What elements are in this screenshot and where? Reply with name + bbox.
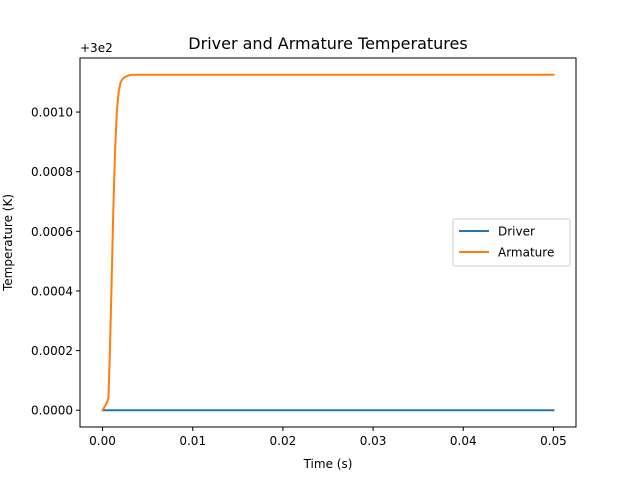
x-tick-label: 0.05 [540, 434, 567, 448]
y-tick-label: 0.0004 [31, 284, 73, 298]
x-tick-label: 0.04 [450, 434, 477, 448]
series-lines [101, 73, 555, 412]
x-axis-label: Time (s) [303, 457, 353, 471]
legend: Driver Armature [452, 218, 571, 267]
y-tick-label: 0.0010 [31, 106, 73, 120]
y-offset-label: +3e2 [80, 41, 113, 55]
x-tick-label: 0.02 [270, 434, 297, 448]
axis-ticks: 0.00 0.01 0.02 0.03 0.04 0.05 0.0000 0.0002 0.00… [31, 106, 567, 448]
y-tick-label: 0.0002 [31, 344, 73, 358]
legend-label-armature: Armature [498, 246, 554, 260]
series-line-armature [101, 73, 555, 412]
legend-label-driver: Driver [498, 225, 535, 239]
x-tick-label: 0.03 [360, 434, 387, 448]
y-tick-label: 0.0006 [31, 225, 73, 239]
y-axis-label: Temperature (K) [1, 194, 15, 292]
x-tick-label: 0.00 [89, 434, 116, 448]
y-tick-label: 0.0008 [31, 165, 73, 179]
y-tick-label: 0.0000 [31, 404, 73, 418]
plot-frame [79, 57, 577, 428]
x-tick-label: 0.01 [179, 434, 206, 448]
chart-title: Driver and Armature Temperatures [188, 34, 467, 53]
